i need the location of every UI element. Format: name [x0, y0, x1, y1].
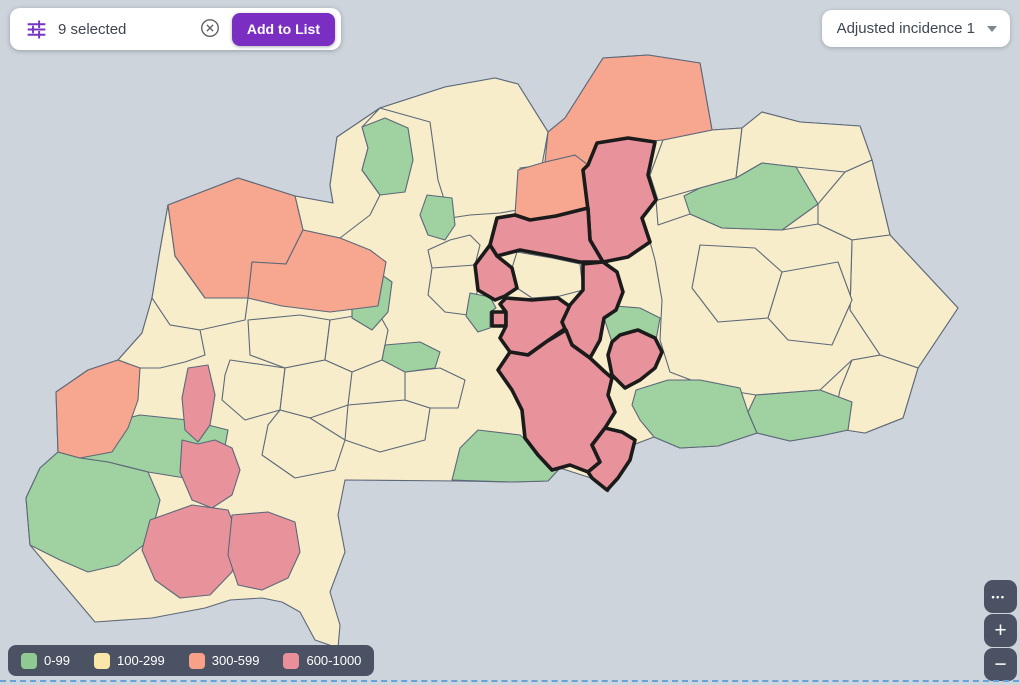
district[interactable] — [381, 341, 441, 373]
metric-dropdown[interactable]: Adjusted incidence 1 — [821, 10, 1010, 47]
district-selected[interactable] — [560, 260, 625, 360]
district[interactable] — [631, 379, 758, 449]
legend-item: 600-1000 — [283, 652, 362, 669]
chevron-down-icon — [987, 25, 997, 32]
district[interactable] — [181, 364, 216, 443]
district[interactable] — [767, 261, 853, 346]
selection-count: 9 selected — [58, 20, 127, 38]
legend-label: 600-1000 — [306, 653, 362, 668]
district[interactable] — [117, 297, 206, 369]
district[interactable] — [419, 194, 456, 241]
drop-indicator — [0, 680, 1019, 682]
district[interactable] — [55, 359, 141, 459]
legend-item: 0-99 — [21, 652, 71, 669]
legend-swatch — [21, 652, 37, 669]
legend-swatch — [283, 652, 300, 669]
district-selected[interactable] — [606, 328, 664, 390]
district-selected[interactable] — [473, 243, 519, 302]
zoom-in-button[interactable]: + — [984, 614, 1017, 647]
legend-label: 100-299 — [117, 653, 165, 668]
clear-selection-button[interactable] — [197, 15, 223, 44]
district[interactable] — [831, 354, 919, 434]
district[interactable] — [247, 229, 387, 313]
district[interactable] — [227, 511, 301, 591]
district[interactable] — [179, 439, 241, 509]
district-selected[interactable] — [586, 426, 637, 492]
district-selected[interactable] — [488, 206, 605, 264]
map-controls: ••• + − — [984, 580, 1017, 681]
filter-tune-icon — [24, 17, 49, 42]
legend-label: 300-599 — [211, 653, 260, 668]
legend-swatch — [188, 652, 205, 669]
legend: 0-99 100-299 300-599 600-1000 — [8, 645, 375, 676]
selection-toolbar: 9 selected Add to List — [10, 8, 341, 50]
legend-swatch — [94, 652, 111, 669]
legend-label: 0-99 — [44, 653, 71, 668]
district[interactable] — [261, 409, 346, 479]
district-selected[interactable] — [581, 136, 658, 264]
metric-dropdown-value: Adjusted incidence 1 — [836, 20, 975, 37]
district[interactable] — [747, 389, 853, 442]
district[interactable] — [683, 162, 819, 231]
legend-item: 300-599 — [188, 652, 260, 669]
district-selected[interactable] — [490, 310, 508, 328]
add-to-list-button[interactable]: Add to List — [231, 12, 335, 46]
close-circle-icon — [199, 17, 221, 42]
district[interactable] — [404, 367, 466, 409]
zoom-out-button[interactable]: − — [984, 648, 1017, 681]
more-options-button[interactable]: ••• — [984, 580, 1017, 613]
district[interactable] — [361, 117, 414, 196]
legend-item: 100-299 — [94, 652, 165, 669]
